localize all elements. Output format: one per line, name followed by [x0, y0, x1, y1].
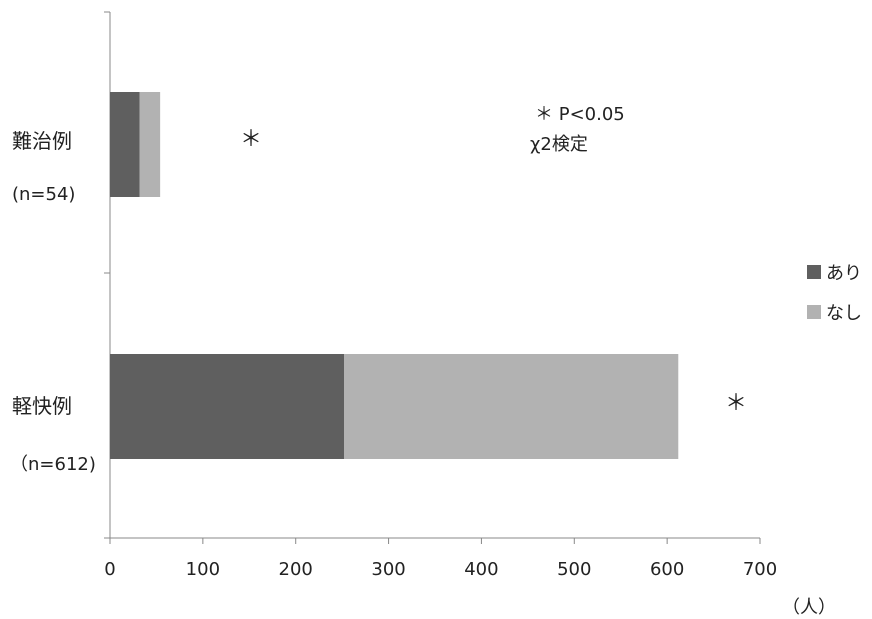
x-tick-label-200: 200 — [279, 559, 313, 580]
legend-swatch-1 — [807, 305, 821, 319]
significance-mark-1: ＊ — [725, 391, 747, 416]
x-tick-label-100: 100 — [186, 559, 220, 580]
legend-label-1: なし — [826, 303, 862, 324]
x-unit-label: （人） — [782, 597, 836, 618]
stats-note-line-2: χ2検定 — [530, 134, 588, 155]
stats-note: ＊ P<0.05 χ2検定 — [530, 104, 625, 155]
category-labels: 難治例 (n=54) 軽快例 （n=612) — [10, 129, 96, 475]
x-tick-label-700: 700 — [743, 559, 777, 580]
bar-nanchi-nashi — [139, 92, 161, 197]
bar-keikai-nashi — [344, 354, 679, 459]
x-tick-label-0: 0 — [104, 559, 115, 580]
legend-label-0: あり — [826, 263, 862, 284]
significance-mark-0: ＊ — [240, 127, 262, 152]
x-tick-label-300: 300 — [371, 559, 405, 580]
x-ticks: 0 100 200 300 400 500 600 700 — [104, 538, 777, 580]
category-label-0: 難治例 — [12, 129, 72, 153]
legend-swatch-0 — [807, 265, 821, 279]
axes — [104, 11, 760, 539]
bars — [110, 92, 679, 459]
bar-keikai-ari — [110, 354, 344, 459]
significance-marks: ＊＊ — [240, 127, 747, 416]
category-count-0: (n=54) — [12, 184, 75, 205]
x-tick-label-500: 500 — [557, 559, 591, 580]
bar-nanchi-ari — [110, 92, 140, 197]
category-count-1: （n=612) — [10, 454, 96, 475]
category-label-1: 軽快例 — [12, 394, 72, 418]
x-tick-label-400: 400 — [464, 559, 498, 580]
x-tick-label-600: 600 — [650, 559, 684, 580]
stats-note-line-1: ＊ P<0.05 — [535, 104, 625, 125]
